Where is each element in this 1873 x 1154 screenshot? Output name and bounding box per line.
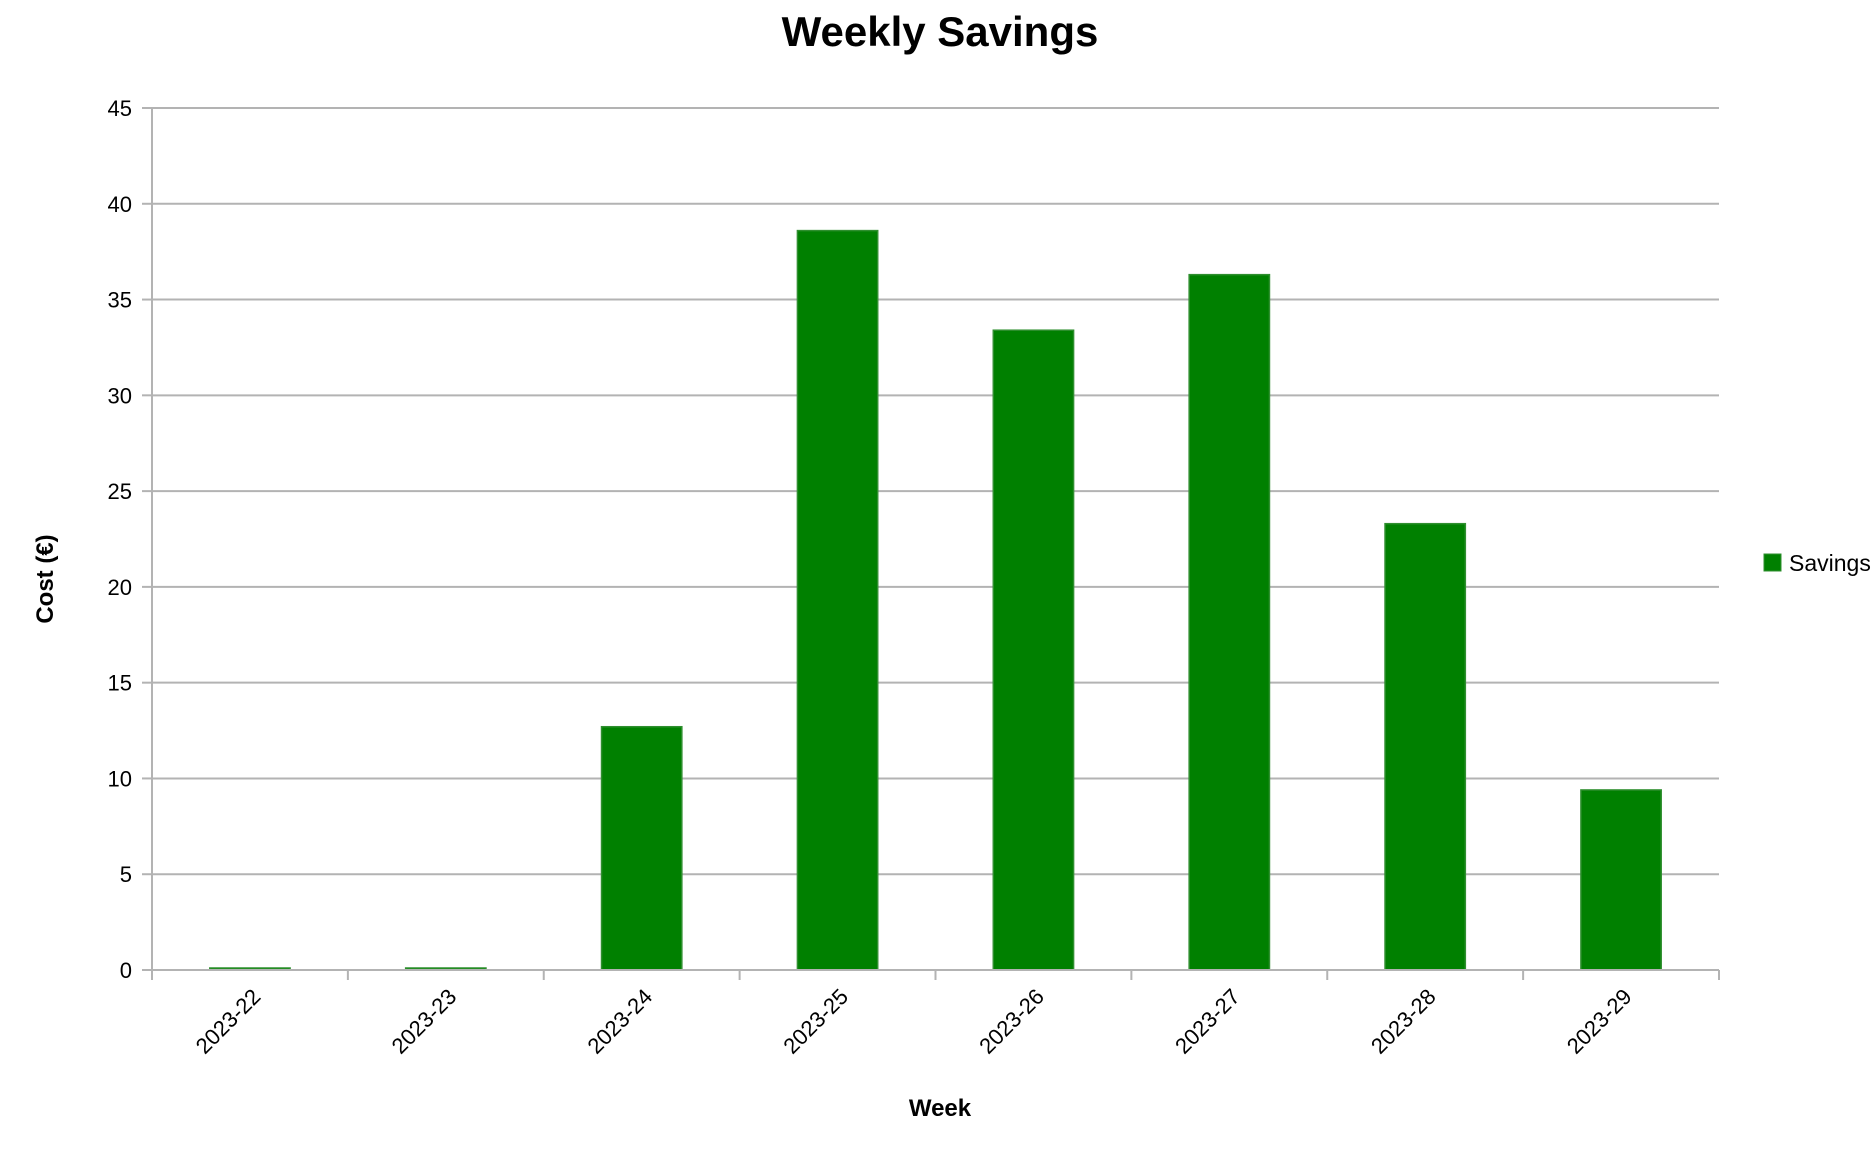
x-tick-label: 2023-25 (778, 984, 853, 1059)
x-axis-ticks: 2023-22 2023-23 2023-24 2023-25 2023-26 2023-… (151, 970, 1720, 1059)
y-tick-label: 5 (120, 862, 132, 887)
legend-label: Savings (1789, 550, 1871, 576)
x-tick-label: 2023-28 (1366, 984, 1441, 1059)
bars (209, 229, 1662, 971)
bar-2023-29 (1580, 789, 1662, 971)
y-tick-label: 25 (108, 479, 132, 504)
chart-title: Weekly Savings (782, 8, 1099, 55)
legend: Savings (1763, 550, 1871, 576)
y-tick-label: 15 (108, 671, 132, 696)
x-tick-label: 2023-26 (974, 984, 1049, 1059)
x-tick-label: 2023-23 (387, 984, 462, 1059)
y-tick-label: 45 (108, 96, 132, 121)
y-tick-label: 30 (108, 383, 132, 408)
y-tick-label: 20 (108, 575, 132, 600)
x-axis-title: Week (909, 1095, 972, 1122)
y-axis-ticks: 0 5 10 15 20 25 30 35 40 45 (108, 96, 152, 983)
bar-2023-26 (992, 329, 1075, 971)
axes (151, 108, 1719, 980)
x-tick-label: 2023-22 (191, 984, 266, 1059)
x-tick-label: 2023-24 (582, 984, 657, 1059)
y-axis-title: Cost (€) (32, 534, 59, 623)
bar-2023-28 (1384, 522, 1467, 971)
legend-swatch (1763, 553, 1782, 572)
x-tick-label: 2023-29 (1562, 984, 1637, 1059)
y-tick-label: 0 (120, 958, 132, 983)
bar-2023-24 (600, 725, 683, 971)
gridlines (152, 107, 1719, 876)
bar-2023-27 (1188, 273, 1271, 971)
x-tick-label: 2023-27 (1170, 984, 1245, 1059)
bar-2023-25 (796, 229, 879, 971)
y-tick-label: 35 (108, 288, 132, 313)
y-tick-label: 40 (108, 192, 132, 217)
y-tick-label: 10 (108, 766, 132, 791)
